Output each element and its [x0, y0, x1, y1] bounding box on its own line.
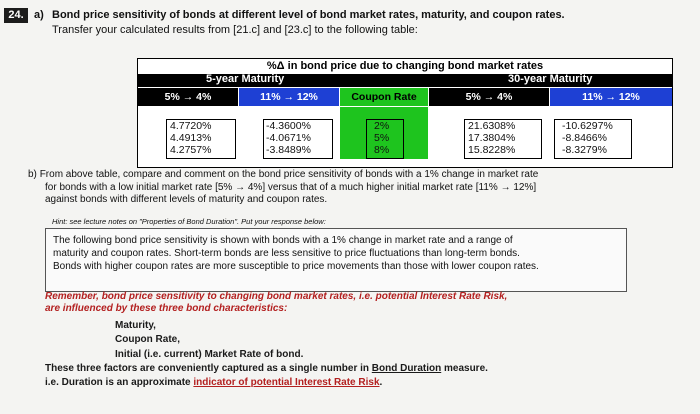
group-5yr: 5-year Maturity	[206, 73, 285, 85]
col3-row2: 5%	[374, 132, 390, 144]
feedback-item-coupon: Coupon Rate,	[115, 334, 180, 345]
answer-line2: maturity and coupon rates. Short-term bo…	[53, 248, 520, 259]
col3-row1: 2%	[374, 120, 390, 132]
table-title: %Δ in bond price due to changing bond ma…	[138, 59, 672, 74]
header-30yr-high: 11% → 12%	[550, 88, 672, 106]
header-5yr-low: 5% → 4%	[138, 88, 238, 106]
col5-row1: -10.6297%	[562, 120, 613, 132]
answer-line1: The following bond price sensitivity is …	[53, 235, 513, 246]
part-b-line1: From above table, compare and comment on…	[39, 169, 539, 180]
question-instruction: Transfer your calculated results from [2…	[52, 24, 418, 36]
coupon-cells-bg	[340, 119, 428, 159]
group-30yr: 30-year Maturity	[508, 73, 593, 85]
col1-row1: 4.7720%	[170, 120, 212, 132]
interest-rate-risk-link: indicator of potential Interest Rate Ris…	[193, 377, 380, 388]
feedback-line4: i.e. Duration is an approximate indicato…	[45, 377, 382, 388]
col3-row3: 8%	[374, 144, 390, 156]
header-coupon: Coupon Rate	[340, 88, 428, 106]
part-b-label: b)	[28, 169, 37, 180]
feedback-line1: Remember, bond price sensitivity to chan…	[45, 291, 508, 302]
header-5yr-high: 11% → 12%	[239, 88, 339, 106]
col2-row2: -4.0671%	[266, 132, 311, 144]
col4-row1: 21.6308%	[468, 120, 516, 132]
feedback-line3: These three factors are conveniently cap…	[45, 363, 488, 374]
col1-row2: 4.4913%	[170, 132, 212, 144]
feedback-item-maturity: Maturity,	[115, 320, 156, 331]
question-number: 24.	[4, 8, 28, 23]
cell-box-col4	[464, 119, 542, 159]
question-title: Bond price sensitivity of bonds at diffe…	[52, 9, 565, 21]
coupon-column-band	[340, 107, 428, 119]
feedback-line2: are influenced by these three bond chara…	[45, 303, 288, 314]
part-a-label: a)	[34, 9, 44, 21]
answer-box[interactable]: The following bond price sensitivity is …	[45, 228, 627, 292]
header-30yr-low: 5% → 4%	[429, 88, 549, 106]
feedback-line3-c: measure.	[441, 363, 488, 374]
col4-row3: 15.8228%	[468, 144, 516, 156]
col4-row2: 17.3804%	[468, 132, 516, 144]
col5-row2: -8.8466%	[562, 132, 607, 144]
col1-row3: 4.2757%	[170, 144, 212, 156]
cell-box-col3	[366, 119, 404, 159]
feedback-line4-a: i.e. Duration is an approximate	[45, 377, 194, 388]
sensitivity-table: %Δ in bond price due to changing bond ma…	[137, 58, 673, 168]
cell-box-col2	[263, 119, 333, 159]
col2-row1: -4.3600%	[266, 120, 311, 132]
hint-text: Hint: see lecture notes on "Properties o…	[52, 217, 326, 226]
feedback-item-initial-rate: Initial (i.e. current) Market Rate of bo…	[115, 349, 304, 360]
feedback-line4-c: .	[379, 377, 383, 388]
cell-box-col5	[554, 119, 632, 159]
answer-text: The following bond price sensitivity is …	[53, 234, 623, 273]
feedback-line3-a: These three factors are conveniently cap…	[45, 363, 372, 374]
cell-box-col1	[166, 119, 236, 159]
col2-row3: -3.8489%	[266, 144, 311, 156]
part-b-line3: against bonds with different levels of m…	[45, 194, 328, 205]
answer-line3: Bonds with higher coupon rates are more …	[53, 261, 539, 272]
part-b-line2: for bonds with a low initial market rate…	[45, 181, 537, 193]
col5-row3: -8.3279%	[562, 144, 607, 156]
part-b-text: b) From above table, compare and comment…	[28, 169, 678, 207]
bond-duration-link: Bond Duration	[371, 363, 442, 374]
